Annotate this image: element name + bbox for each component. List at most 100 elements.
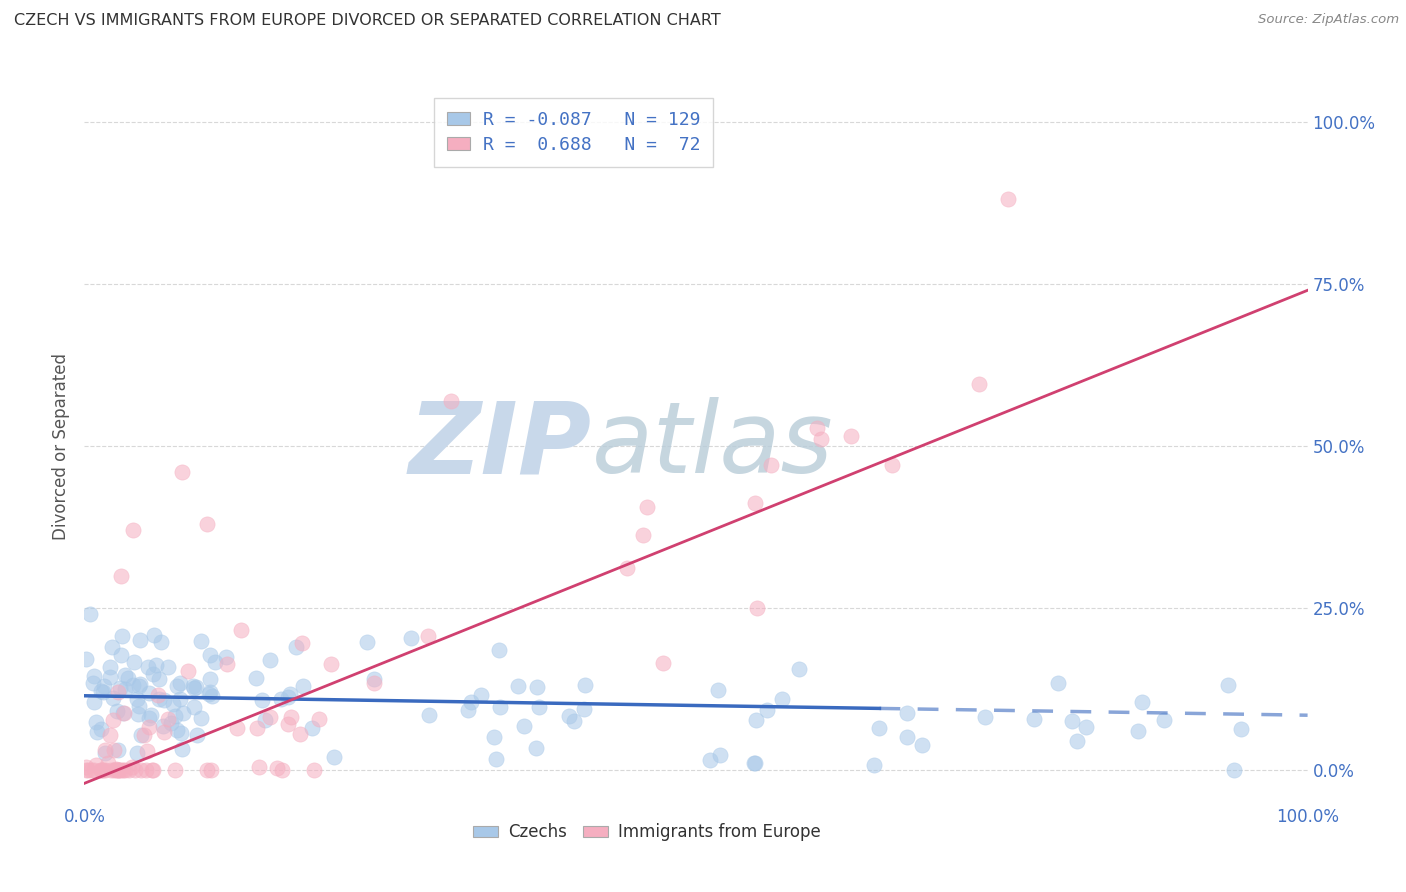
Point xyxy=(1076,720,1098,734)
Point xyxy=(176,664,198,678)
Point xyxy=(707,682,730,697)
Point xyxy=(142,764,165,778)
Point xyxy=(1153,713,1175,727)
Point xyxy=(896,730,918,744)
Point xyxy=(170,742,193,756)
Point xyxy=(118,764,141,778)
Point xyxy=(485,752,508,766)
Point xyxy=(759,458,782,472)
Point xyxy=(484,730,506,744)
Point xyxy=(1218,678,1240,692)
Point xyxy=(280,710,302,724)
Text: Source: ZipAtlas.com: Source: ZipAtlas.com xyxy=(1258,13,1399,27)
Point xyxy=(90,764,112,778)
Point xyxy=(198,685,221,699)
Point xyxy=(114,682,136,697)
Point xyxy=(183,681,205,695)
Point xyxy=(145,657,167,672)
Point xyxy=(1128,723,1150,738)
Point xyxy=(418,708,440,723)
Point xyxy=(122,524,145,538)
Point xyxy=(84,758,107,772)
Point xyxy=(90,683,112,698)
Point xyxy=(631,527,654,541)
Point xyxy=(418,629,440,643)
Point xyxy=(204,655,226,669)
Point xyxy=(103,764,125,778)
Point xyxy=(103,713,125,727)
Point xyxy=(90,764,112,778)
Point xyxy=(83,695,105,709)
Point xyxy=(270,691,292,706)
Point xyxy=(291,636,314,650)
Point xyxy=(104,764,127,778)
Point xyxy=(105,704,128,718)
Point xyxy=(86,714,108,729)
Point xyxy=(138,686,160,700)
Point xyxy=(122,655,145,669)
Point xyxy=(512,718,534,732)
Point xyxy=(181,679,204,693)
Point xyxy=(107,764,129,778)
Point xyxy=(259,709,281,723)
Point xyxy=(214,649,236,664)
Point xyxy=(558,709,581,723)
Point xyxy=(121,760,143,774)
Point xyxy=(772,692,794,706)
Point xyxy=(93,743,115,757)
Point xyxy=(107,764,129,778)
Point xyxy=(186,729,208,743)
Point xyxy=(148,672,170,686)
Point xyxy=(103,743,125,757)
Point xyxy=(1222,764,1244,778)
Point xyxy=(159,715,181,730)
Point xyxy=(637,500,659,515)
Point xyxy=(457,703,479,717)
Point xyxy=(112,706,135,720)
Point xyxy=(75,764,97,778)
Point xyxy=(75,652,97,666)
Text: CZECH VS IMMIGRANTS FROM EUROPE DIVORCED OR SEPARATED CORRELATION CHART: CZECH VS IMMIGRANTS FROM EUROPE DIVORCED… xyxy=(14,13,721,29)
Point xyxy=(135,764,157,778)
Point xyxy=(226,721,249,735)
Point xyxy=(190,711,212,725)
Point xyxy=(910,738,932,752)
Point xyxy=(150,634,173,648)
Point xyxy=(863,758,886,772)
Point xyxy=(110,648,132,662)
Point xyxy=(868,721,890,735)
Point xyxy=(132,728,155,742)
Point xyxy=(1022,712,1045,726)
Point xyxy=(75,760,97,774)
Point xyxy=(1047,676,1070,690)
Point xyxy=(157,712,180,726)
Point xyxy=(440,393,463,408)
Point xyxy=(200,648,222,663)
Point xyxy=(104,762,127,776)
Point xyxy=(308,712,330,726)
Point xyxy=(125,746,148,760)
Point xyxy=(128,679,150,693)
Point xyxy=(489,699,512,714)
Point xyxy=(172,706,194,720)
Point xyxy=(114,764,136,778)
Point xyxy=(285,640,308,654)
Point xyxy=(527,699,550,714)
Point xyxy=(277,716,299,731)
Point xyxy=(301,721,323,735)
Point xyxy=(574,678,596,692)
Point xyxy=(98,659,121,673)
Point xyxy=(107,764,129,778)
Point xyxy=(747,601,769,615)
Point xyxy=(169,691,191,706)
Point xyxy=(322,749,344,764)
Point xyxy=(277,690,299,705)
Point xyxy=(292,679,315,693)
Legend: Czechs, Immigrants from Europe: Czechs, Immigrants from Europe xyxy=(467,817,828,848)
Point xyxy=(141,764,163,778)
Point xyxy=(94,764,117,778)
Point xyxy=(91,685,114,699)
Point xyxy=(288,727,311,741)
Point xyxy=(98,670,121,684)
Point xyxy=(524,740,547,755)
